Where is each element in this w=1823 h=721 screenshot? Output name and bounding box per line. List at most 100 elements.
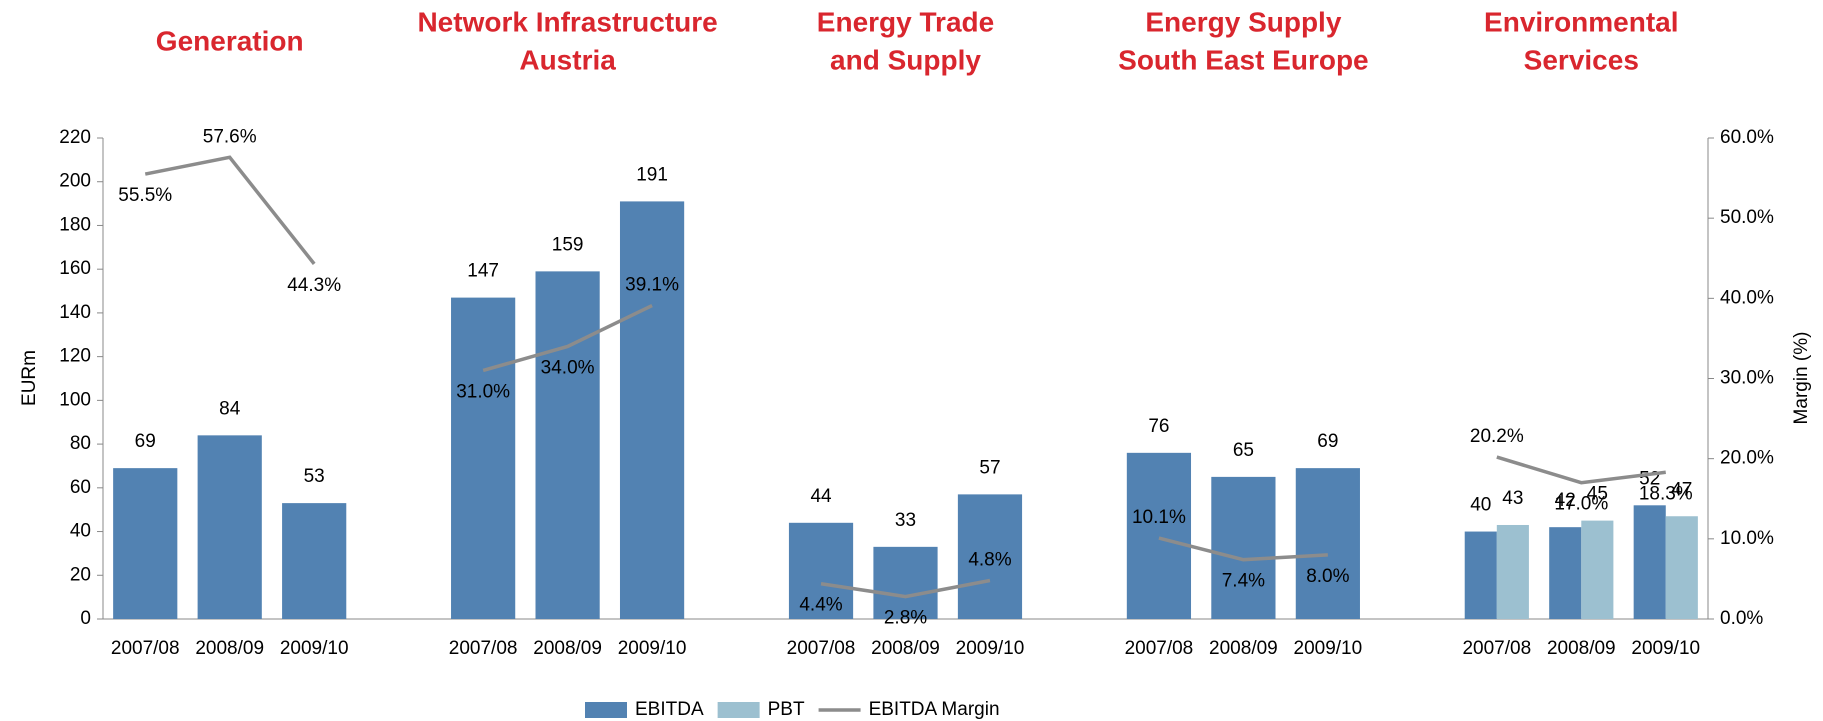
margin-line [144, 155, 316, 265]
y-tick-label: 120 [59, 346, 91, 367]
x-tick-label: 2009/10 [618, 638, 687, 659]
y2-tick-label: 20.0% [1720, 448, 1774, 469]
group-title: Services [1524, 44, 1639, 75]
y2-axis-label: Margin (%) [1791, 332, 1812, 425]
bar-value-label: 47 [1671, 479, 1692, 500]
margin-label: 18.3% [1639, 483, 1693, 504]
bar-value-label: 44 [810, 486, 832, 507]
y2-tick-label: 0.0% [1720, 608, 1763, 629]
bar-value-label: 40 [1470, 495, 1491, 516]
margin-line [820, 578, 991, 599]
x-tick-label: 2007/08 [1462, 638, 1531, 659]
legend-label: EBITDA Margin [869, 699, 1000, 720]
y-tick-label: 100 [59, 389, 91, 410]
group-title: Energy Trade [817, 6, 994, 37]
margin-label: 4.8% [968, 550, 1011, 571]
y-tick-label: 180 [59, 214, 91, 235]
y2-tick-label: 60.0% [1720, 127, 1774, 148]
y-tick-label: 200 [59, 171, 91, 192]
bar [282, 503, 347, 619]
bar-value-label: 69 [135, 431, 156, 452]
margin-label: 20.2% [1470, 426, 1524, 447]
x-tick-label: 2007/08 [1125, 638, 1194, 659]
margin-label: 57.6% [203, 126, 257, 147]
group-title: and Supply [830, 44, 981, 75]
margin-label: 17.0% [1554, 494, 1608, 515]
group-title: Austria [519, 44, 616, 75]
x-tick-label: 2009/10 [1294, 638, 1363, 659]
bar [535, 271, 600, 619]
legend-swatch [717, 702, 760, 718]
y-tick-label: 220 [59, 127, 91, 148]
y2-tick-label: 30.0% [1720, 368, 1774, 389]
margin-line [1158, 536, 1328, 562]
bar [451, 297, 516, 619]
x-tick-label: 2008/09 [195, 638, 264, 659]
bar-value-label: 147 [467, 261, 499, 282]
margin-line [1496, 455, 1666, 485]
bar-value-label: 33 [895, 510, 916, 531]
bar-value-label: 45 [1587, 484, 1608, 505]
margin-label: 34.0% [541, 357, 595, 378]
margin-label: 7.4% [1222, 571, 1265, 592]
bar [788, 522, 854, 619]
y2-tick-label: 10.0% [1720, 528, 1774, 549]
margin-line [482, 303, 653, 373]
legend-label: EBITDA [635, 699, 704, 720]
bar [873, 546, 938, 619]
group-title: Network Infrastructure [417, 6, 717, 37]
bar-value-label: 76 [1148, 416, 1169, 437]
bar-value-label: 84 [219, 398, 241, 419]
margin-label: 2.8% [884, 608, 927, 629]
bar [1126, 452, 1192, 619]
x-tick-label: 2007/08 [787, 638, 856, 659]
bar [1211, 476, 1276, 619]
bar-value-label: 43 [1502, 488, 1523, 509]
legend-label: PBT [768, 699, 805, 720]
y-axis-label: EURm [19, 350, 40, 406]
bar-value-label: 159 [552, 234, 584, 255]
y-tick-label: 0 [80, 608, 91, 629]
margin-label: 8.0% [1306, 566, 1349, 587]
bar [113, 468, 178, 619]
bar [1581, 520, 1614, 619]
y-tick-label: 80 [70, 433, 91, 454]
y-tick-label: 160 [59, 258, 91, 279]
y-tick-label: 20 [70, 564, 91, 585]
margin-label: 4.4% [799, 595, 842, 616]
y-tick-label: 40 [70, 521, 91, 542]
margin-label: 44.3% [287, 275, 341, 296]
group-title: Generation [156, 25, 304, 56]
bar [1633, 505, 1666, 619]
x-tick-label: 2008/09 [1209, 638, 1278, 659]
bar-value-label: 57 [979, 457, 1000, 478]
x-tick-label: 2008/09 [533, 638, 602, 659]
x-tick-label: 2007/08 [449, 638, 518, 659]
x-tick-label: 2008/09 [871, 638, 940, 659]
group-title: South East Europe [1118, 44, 1368, 75]
margin-label: 31.0% [456, 381, 510, 402]
y-tick-label: 140 [59, 302, 91, 323]
x-tick-label: 2007/08 [111, 638, 180, 659]
bar [1665, 516, 1698, 619]
x-tick-label: 2009/10 [1631, 638, 1700, 659]
x-tick-label: 2009/10 [956, 638, 1025, 659]
y2-tick-label: 50.0% [1720, 207, 1774, 228]
bar-value-label: 191 [636, 164, 668, 185]
bar [1496, 524, 1529, 619]
bar [1464, 531, 1497, 619]
margin-label: 55.5% [118, 185, 172, 206]
group-title: Environmental [1484, 6, 1678, 37]
margin-label: 39.1% [625, 275, 679, 296]
legend-swatch [585, 702, 627, 718]
bar [619, 201, 685, 619]
margin-label: 10.1% [1132, 507, 1186, 528]
bar-value-label: 42 [1555, 490, 1576, 511]
group-title: Energy Supply [1145, 6, 1341, 37]
bar [1295, 468, 1360, 619]
bar-value-label: 69 [1317, 431, 1338, 452]
y2-tick-label: 40.0% [1720, 287, 1774, 308]
x-tick-label: 2009/10 [280, 638, 349, 659]
bar [1549, 527, 1582, 619]
